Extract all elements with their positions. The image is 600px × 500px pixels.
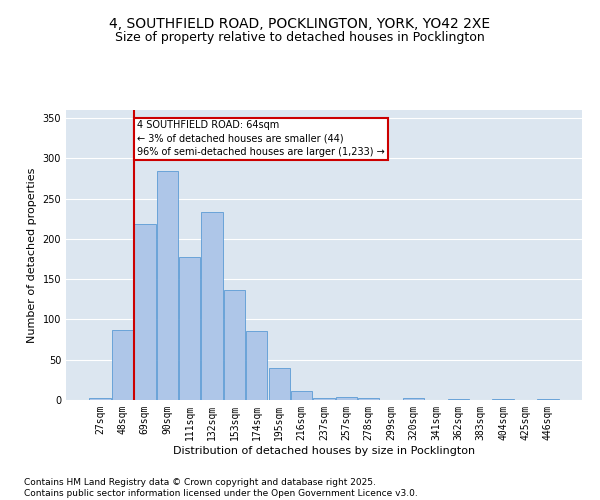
Bar (134, 224, 155, 400)
Bar (269, 368, 290, 400)
Bar (291, 391, 312, 400)
Text: Contains HM Land Registry data © Crown copyright and database right 2025.
Contai: Contains HM Land Registry data © Crown c… (24, 478, 418, 498)
X-axis label: Distribution of detached houses by size in Pocklington: Distribution of detached houses by size … (173, 446, 475, 456)
Y-axis label: Number of detached properties: Number of detached properties (27, 168, 37, 342)
Bar (313, 398, 335, 400)
Bar (89, 398, 111, 400)
Text: 4 SOUTHFIELD ROAD: 64sqm
← 3% of detached houses are smaller (44)
96% of semi-de: 4 SOUTHFIELD ROAD: 64sqm ← 3% of detache… (137, 120, 385, 157)
Bar (179, 256, 200, 400)
Bar (403, 398, 424, 400)
Text: Size of property relative to detached houses in Pocklington: Size of property relative to detached ho… (115, 31, 485, 44)
Bar (224, 290, 245, 400)
Bar (493, 399, 514, 400)
Bar (448, 399, 469, 400)
Bar (246, 330, 268, 400)
Bar (358, 398, 379, 400)
Text: 4, SOUTHFIELD ROAD, POCKLINGTON, YORK, YO42 2XE: 4, SOUTHFIELD ROAD, POCKLINGTON, YORK, Y… (109, 18, 491, 32)
Bar (336, 397, 357, 400)
Bar (537, 399, 559, 400)
Bar (157, 171, 178, 400)
Bar (112, 330, 133, 400)
Bar (202, 212, 223, 400)
